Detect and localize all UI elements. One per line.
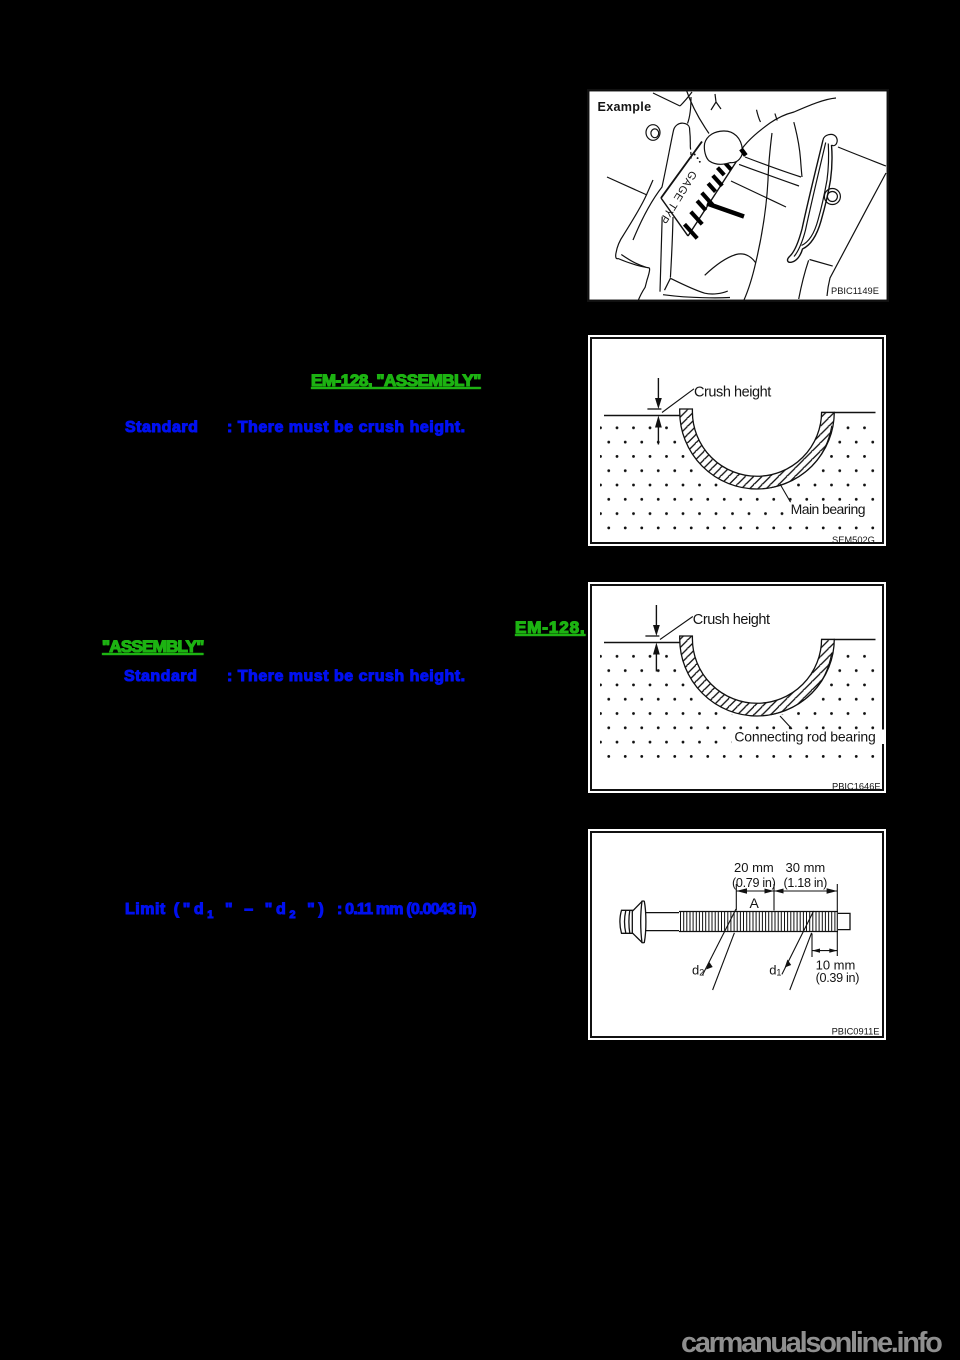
svg-text:Crush height: Crush height <box>694 385 771 401</box>
svg-text:PBIC0911E: PBIC0911E <box>832 1026 880 1036</box>
svg-text:Crush height: Crush height <box>693 612 770 628</box>
svg-text:20 mm: 20 mm <box>734 860 774 875</box>
svg-text:A: A <box>750 895 760 911</box>
svg-text:SEM502G: SEM502G <box>832 535 875 545</box>
svg-text:PBIC1149E: PBIC1149E <box>831 286 879 296</box>
svg-text:(0.79 in): (0.79 in) <box>732 876 776 890</box>
svg-text:PBIC1646E: PBIC1646E <box>832 782 881 792</box>
svg-text:10 mm: 10 mm <box>816 957 856 972</box>
svg-text:(1.18 in): (1.18 in) <box>784 876 828 890</box>
svg-text:30 mm: 30 mm <box>786 860 826 875</box>
svg-text:(0.39 in): (0.39 in) <box>816 971 860 985</box>
svg-text:Main bearing: Main bearing <box>791 501 865 517</box>
svg-text:Example: Example <box>598 100 652 114</box>
svg-text:Connecting rod bearing: Connecting rod bearing <box>734 728 875 744</box>
